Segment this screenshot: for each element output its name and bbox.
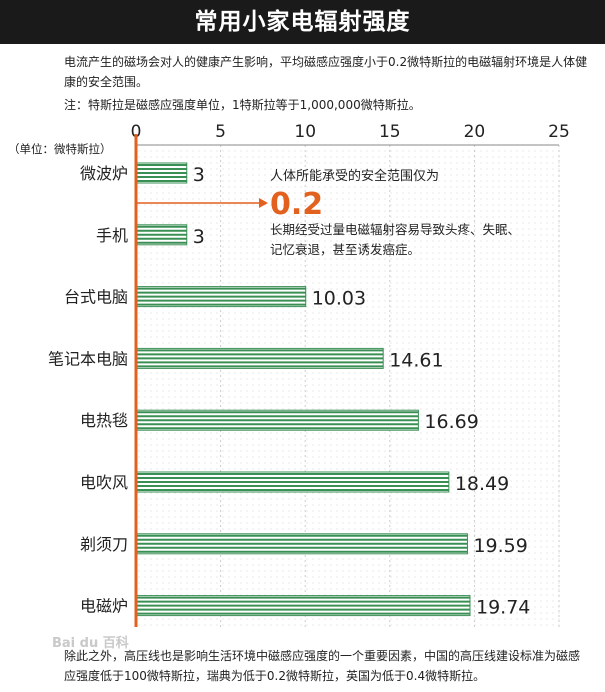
bar xyxy=(135,595,471,617)
x-tick-label: 20 xyxy=(464,122,486,142)
page-title: 常用小家电辐射强度 xyxy=(194,9,411,35)
unit-label: （单位：微特斯拉） xyxy=(8,142,112,156)
category-label: 手机 xyxy=(96,226,128,245)
bar xyxy=(135,409,419,431)
value-label: 10.03 xyxy=(312,288,366,310)
bar xyxy=(135,471,450,493)
value-label: 3 xyxy=(193,164,205,186)
value-label: 14.61 xyxy=(389,349,443,371)
value-label: 16.69 xyxy=(424,411,478,433)
x-tick-label: 0 xyxy=(131,122,142,142)
value-label: 19.74 xyxy=(476,597,530,619)
bar xyxy=(135,286,307,308)
bar xyxy=(135,162,188,184)
value-labels: 3 3 10.03 14.61 16.69 18.49 19.59 19.74 xyxy=(193,164,531,619)
bar xyxy=(135,533,468,555)
x-tick-labels: 0 5 10 15 20 25 xyxy=(131,122,570,142)
callout-value: 0.2 xyxy=(270,187,323,222)
title-bar: 常用小家电辐射强度 xyxy=(0,0,605,44)
value-label: 19.59 xyxy=(473,535,527,557)
callout-line2: 长期经受过量电磁辐射容易导致头疼、失眠、 xyxy=(270,222,520,237)
x-tick-label: 25 xyxy=(548,122,570,142)
x-tick-label: 5 xyxy=(215,122,226,142)
x-tick-label: 15 xyxy=(379,122,401,142)
category-label: 电热毯 xyxy=(80,411,128,430)
callout-line3: 记忆衰退，甚至诱发癌症。 xyxy=(270,242,420,257)
intro-paragraph: 电流产生的磁场会对人的健康产生影响，平均磁感应强度小于0.2微特斯拉的电磁辐射环… xyxy=(64,55,588,89)
category-label: 电吹风 xyxy=(80,473,128,492)
value-label: 3 xyxy=(193,226,205,248)
category-label: 微波炉 xyxy=(80,164,128,183)
intro-note: 注：特斯拉是磁感应强度单位，1特斯拉等于1,000,000微特斯拉。 xyxy=(64,98,421,112)
category-label: 台式电脑 xyxy=(64,288,128,307)
category-label: 笔记本电脑 xyxy=(48,349,128,368)
category-label: 电磁炉 xyxy=(80,597,128,616)
value-label: 18.49 xyxy=(455,473,509,495)
callout-line1: 人体所能承受的安全范围仅为 xyxy=(270,168,439,184)
bar xyxy=(135,347,384,369)
watermark: Bai du 百科 xyxy=(52,636,129,651)
bars xyxy=(135,162,471,617)
category-label: 剃须刀 xyxy=(80,535,128,554)
x-tick-label: 10 xyxy=(294,122,316,142)
callout-arrowhead xyxy=(259,198,268,208)
bar xyxy=(135,224,188,246)
footer-text: 除此之外，高压线也是影响生活环境中磁感应强度的一个重要因素，中国的高压线建设标准… xyxy=(64,649,581,683)
